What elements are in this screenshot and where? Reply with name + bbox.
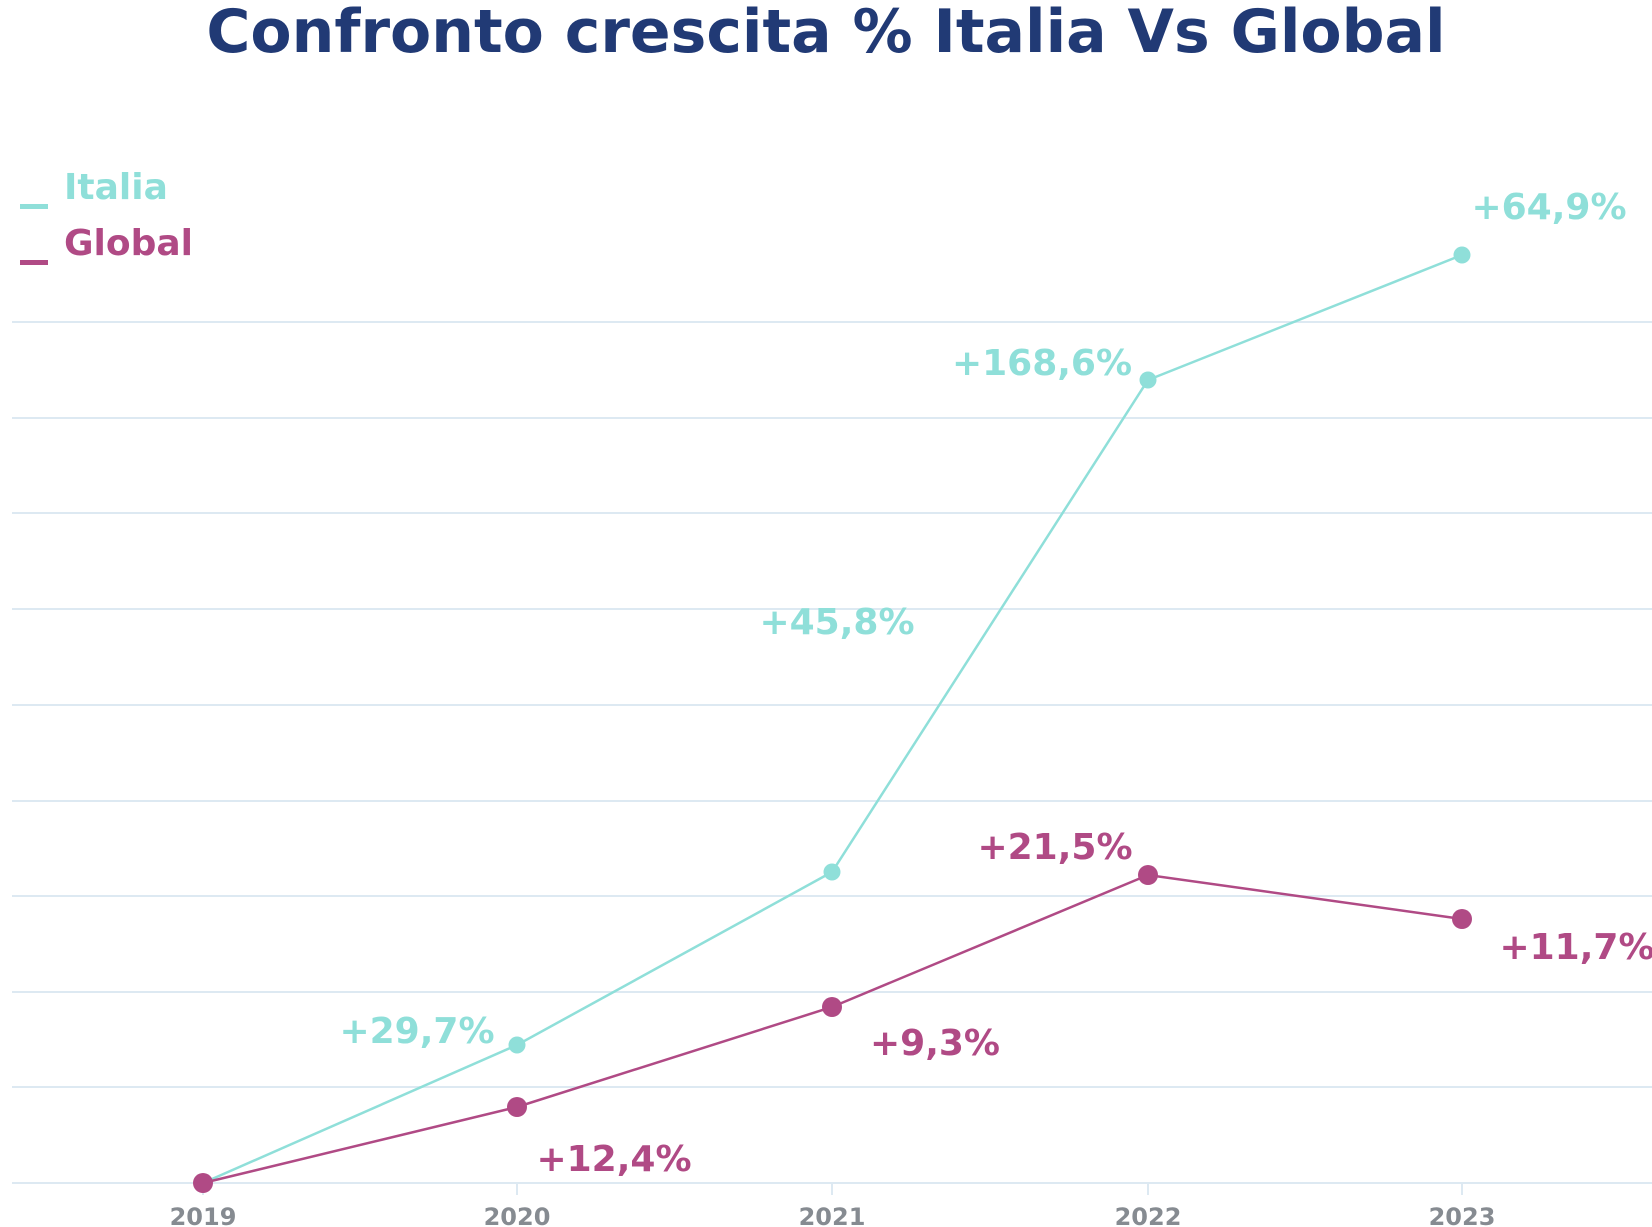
data-label-global: +12,4% xyxy=(536,1139,691,1180)
data-label-global: +11,7% xyxy=(1499,927,1652,968)
data-label-global: +21,5% xyxy=(977,827,1132,868)
legend-swatch-italia xyxy=(20,204,48,209)
data-label-italia: +64,9% xyxy=(1471,187,1626,228)
legend-swatch-global xyxy=(20,260,48,265)
chart-title: Confronto crescita % Italia Vs Global xyxy=(206,0,1446,67)
data-label-global: +9,3% xyxy=(870,1023,1000,1064)
data-point-global xyxy=(1138,865,1158,885)
data-point-italia xyxy=(1139,371,1157,389)
data-label-italia: +168,6% xyxy=(952,343,1132,384)
data-label-italia: +29,7% xyxy=(339,1011,494,1052)
x-tick-label: 2021 xyxy=(799,1203,866,1227)
data-label-italia: +45,8% xyxy=(759,602,914,643)
x-tick-label: 2019 xyxy=(170,1203,237,1227)
data-point-global xyxy=(507,1097,527,1117)
data-point-global xyxy=(1452,909,1472,929)
data-point-global xyxy=(193,1173,213,1193)
legend-label-italia: Italia xyxy=(64,167,168,208)
data-point-global xyxy=(822,997,842,1017)
legend-label-global: Global xyxy=(64,223,194,264)
data-point-italia xyxy=(823,863,841,881)
x-tick-label: 2023 xyxy=(1429,1203,1496,1227)
data-point-italia xyxy=(1453,246,1471,264)
x-tick-label: 2022 xyxy=(1115,1203,1182,1227)
data-point-italia xyxy=(508,1036,526,1054)
x-tick-label: 2020 xyxy=(484,1203,551,1227)
